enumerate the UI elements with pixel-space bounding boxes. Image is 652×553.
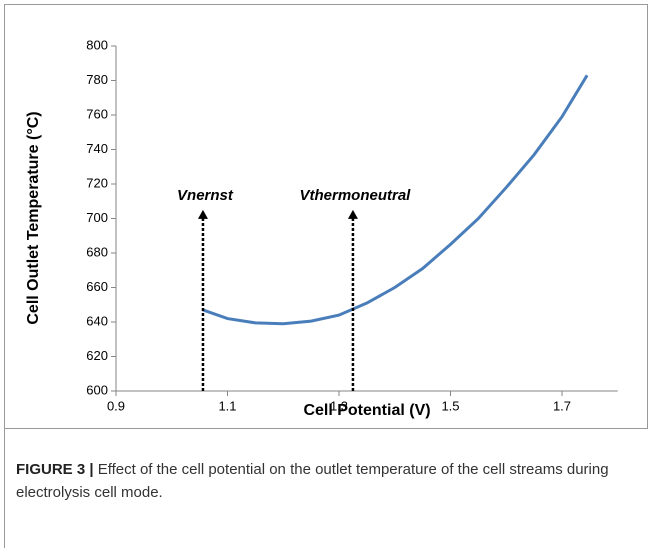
y-tick-label: 680 bbox=[86, 244, 108, 259]
line bbox=[202, 74, 589, 326]
annotation-label: Vnernst bbox=[177, 187, 234, 204]
arrow-head bbox=[197, 209, 208, 219]
x-tick-label: 1.5 bbox=[441, 398, 459, 413]
arrow-head bbox=[347, 209, 358, 219]
y-tick-label: 800 bbox=[86, 37, 108, 52]
y-tick-label: 660 bbox=[86, 279, 108, 294]
x-axis-title: Cell Potential (V) bbox=[303, 402, 430, 419]
y-tick-label: 780 bbox=[86, 72, 108, 87]
caption: FIGURE 3 | Effect of the cell potential … bbox=[16, 458, 626, 504]
x-tick-label: 0.9 bbox=[107, 398, 125, 413]
y-tick-label: 620 bbox=[86, 348, 108, 363]
x-tick-label: 1.1 bbox=[218, 398, 236, 413]
y-tick-label: 720 bbox=[86, 175, 108, 190]
annotation-label: Vthermoneutral bbox=[300, 187, 412, 204]
y-tick-label: 700 bbox=[86, 210, 108, 225]
y-axis-title: Cell Outlet Temperature (°C) bbox=[25, 111, 42, 324]
y-tick-label: 640 bbox=[86, 313, 108, 328]
caption-label: FIGURE 3 | bbox=[16, 461, 94, 478]
x-tick-label: 1.3 bbox=[330, 398, 348, 413]
x-tick-label: 1.7 bbox=[553, 398, 571, 413]
y-tick-label: 760 bbox=[86, 106, 108, 121]
caption-text: Effect of the cell potential on the outl… bbox=[16, 461, 609, 501]
y-tick-label: 740 bbox=[86, 141, 108, 156]
chart-frame bbox=[4, 4, 648, 429]
y-tick-label: 600 bbox=[86, 382, 108, 397]
